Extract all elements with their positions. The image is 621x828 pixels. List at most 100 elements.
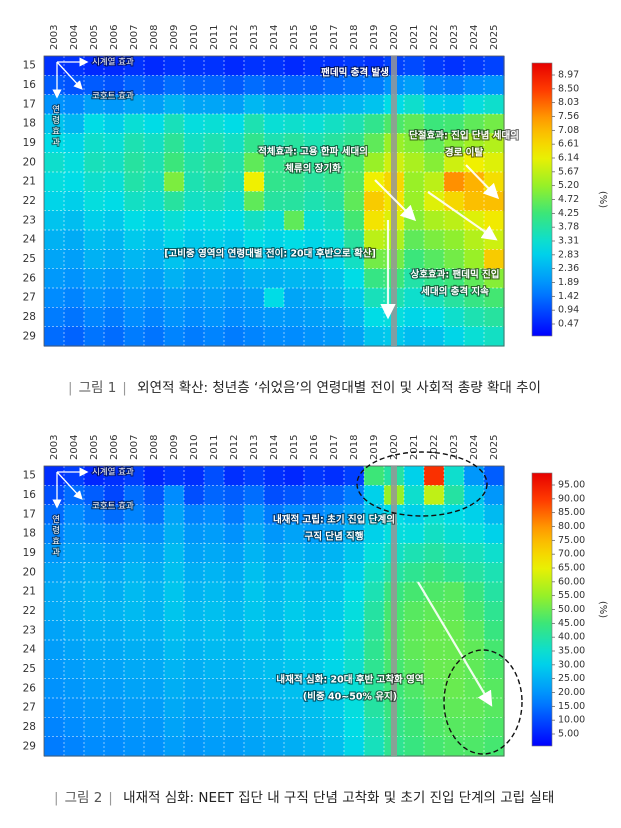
heatmap-cell xyxy=(304,504,325,525)
heatmap-cell xyxy=(204,504,225,525)
x-tick-label: 2015 xyxy=(289,25,300,50)
y-tick-label: 29 xyxy=(23,330,36,342)
heatmap-cell xyxy=(264,543,285,564)
pandemic-year-band xyxy=(391,56,397,346)
heatmap-cell xyxy=(464,326,485,347)
heatmap-cell xyxy=(264,736,285,757)
heatmap-cell xyxy=(324,640,345,660)
heatmap-cell xyxy=(284,307,305,328)
heatmap-cell xyxy=(424,191,445,212)
heatmap-cell xyxy=(184,326,205,347)
heatmap-cell xyxy=(404,620,425,641)
heatmap-cell xyxy=(304,268,325,289)
heatmap-cell xyxy=(324,601,345,622)
heatmap-cell xyxy=(64,601,85,622)
heatmap-cell xyxy=(344,485,365,506)
heatmap-cell xyxy=(124,268,145,289)
heatmap-cell xyxy=(64,326,85,347)
heatmap-cell xyxy=(224,307,245,328)
heatmap-cell xyxy=(84,133,105,154)
heatmap-cell xyxy=(144,543,165,564)
deepening-label-line1: 내재적 심화: 20대 후반 고착화 영역 xyxy=(276,674,423,686)
heatmap-cell xyxy=(444,94,465,115)
heatmap-cell xyxy=(84,504,105,525)
colorbar-tick-label: 8.50 xyxy=(558,83,579,94)
effect-legend xyxy=(52,57,89,99)
heatmap-cell xyxy=(224,133,245,154)
colorbar-tick-label: 35.00 xyxy=(558,646,585,657)
heatmap-cell xyxy=(424,640,445,660)
deepening-label-line2: (비중 40~50% 유지) xyxy=(303,691,397,703)
caption-divider: | xyxy=(122,380,127,396)
heatmap-cell xyxy=(204,466,225,486)
heatmap-cell xyxy=(124,75,145,96)
colorbar-unit: (%) xyxy=(597,191,608,208)
heatmap-cell xyxy=(44,524,65,544)
heatmap-cell xyxy=(124,698,145,718)
heatmap-cell xyxy=(304,485,325,506)
heatmap-cell xyxy=(404,94,425,115)
heatmap-cell xyxy=(284,249,305,270)
caption-divider: | xyxy=(54,790,59,806)
heatmap-cell xyxy=(224,56,245,76)
heatmap-cell xyxy=(224,485,245,506)
heatmap-cell xyxy=(464,114,485,134)
heatmap-cell xyxy=(104,75,125,96)
heatmap-cell xyxy=(124,133,145,154)
heatmap-cell xyxy=(64,582,85,602)
heatmap-cell xyxy=(164,94,185,115)
heatmap-cell xyxy=(224,288,245,308)
heatmap-cell xyxy=(264,524,285,544)
heatmap-cell xyxy=(464,191,485,212)
heatmap-cell xyxy=(304,288,325,308)
heatmap-cell xyxy=(284,133,305,154)
heatmap-cell xyxy=(64,210,85,231)
heatmap-cell xyxy=(204,210,225,231)
heatmap-cell xyxy=(124,485,145,506)
heatmap-cell xyxy=(64,172,85,192)
heatmap-cell xyxy=(404,210,425,231)
y-tick-label: 16 xyxy=(23,79,37,91)
heatmap-cell xyxy=(364,133,385,154)
heatmap-cell xyxy=(64,524,85,544)
heatmap-cell xyxy=(124,543,145,564)
heatmap-cell xyxy=(344,466,365,486)
heatmap-cell xyxy=(424,307,445,328)
heatmap-cell xyxy=(84,543,105,564)
heatmap-cell xyxy=(184,601,205,622)
heatmap-cell xyxy=(364,698,385,718)
heatmap-cell xyxy=(44,210,65,231)
heatmap-cell xyxy=(84,485,105,506)
heatmap-cell xyxy=(184,504,205,525)
heatmap-cell xyxy=(284,524,305,544)
heatmap-cell xyxy=(364,640,385,660)
colorbar-tick-label: 95.00 xyxy=(558,480,585,491)
heatmap-cell xyxy=(484,326,505,347)
heatmap-cell xyxy=(104,736,125,757)
heatmap-cell xyxy=(464,307,485,328)
y-tick-label: 21 xyxy=(23,586,36,598)
heatmap-cell xyxy=(224,562,245,583)
heatmap-cell xyxy=(64,736,85,757)
heatmap-cell xyxy=(124,326,145,347)
heatmap-cell xyxy=(324,717,345,738)
heatmap-cell xyxy=(264,466,285,486)
heatmap-cell xyxy=(424,582,445,602)
heatmap-cell xyxy=(344,659,365,680)
colorbar-tick-label: 3.78 xyxy=(558,222,579,233)
y-tick-label: 28 xyxy=(23,721,36,733)
heatmap-cell xyxy=(104,307,125,328)
heatmap-cells xyxy=(44,56,505,347)
heatmap-cell xyxy=(224,717,245,738)
heatmap-cell xyxy=(44,94,65,115)
heatmap-cell xyxy=(284,620,305,641)
heatmap-cell xyxy=(164,307,185,328)
heatmap-cell xyxy=(404,582,425,602)
heatmap-cell xyxy=(244,326,265,347)
heatmap-cell xyxy=(104,601,125,622)
heatmap-cell xyxy=(464,698,485,718)
x-tick-label: 2017 xyxy=(329,435,340,460)
heatmap-cell xyxy=(264,133,285,154)
heatmap-cell xyxy=(484,717,505,738)
heatmap-cell xyxy=(264,75,285,96)
